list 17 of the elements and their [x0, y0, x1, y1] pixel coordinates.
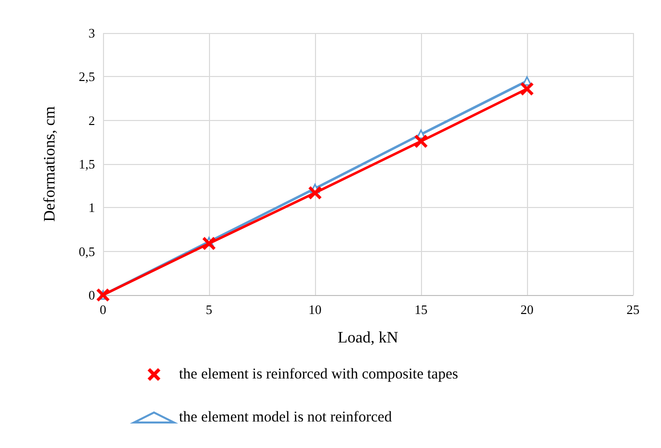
y-axis-title: Deformations, cm [42, 106, 58, 222]
y-tick-label: 3 [88, 26, 95, 40]
x-tick-label: 0 [100, 302, 106, 317]
y-tick-label: 0,5 [78, 244, 95, 259]
x-tick-label: 25 [626, 302, 640, 317]
x-tick-label: 10 [308, 302, 322, 317]
y-tick-label: 0 [88, 288, 95, 302]
legend-label: the element model is not reinforced [179, 410, 392, 426]
y-tick-label: 1 [88, 200, 95, 216]
legend-label: the element is reinforced with composite tapes [179, 366, 458, 382]
y-tick-label: 2,5 [78, 69, 95, 84]
x-tick-label: 5 [206, 302, 212, 317]
y-tick-label: 1,5 [78, 156, 95, 172]
y-tick-label: 2 [88, 112, 95, 128]
x-tick-label: 15 [414, 302, 428, 317]
x-axis-title: Load, kN [338, 330, 399, 346]
x-tick-label: 20 [520, 302, 534, 317]
